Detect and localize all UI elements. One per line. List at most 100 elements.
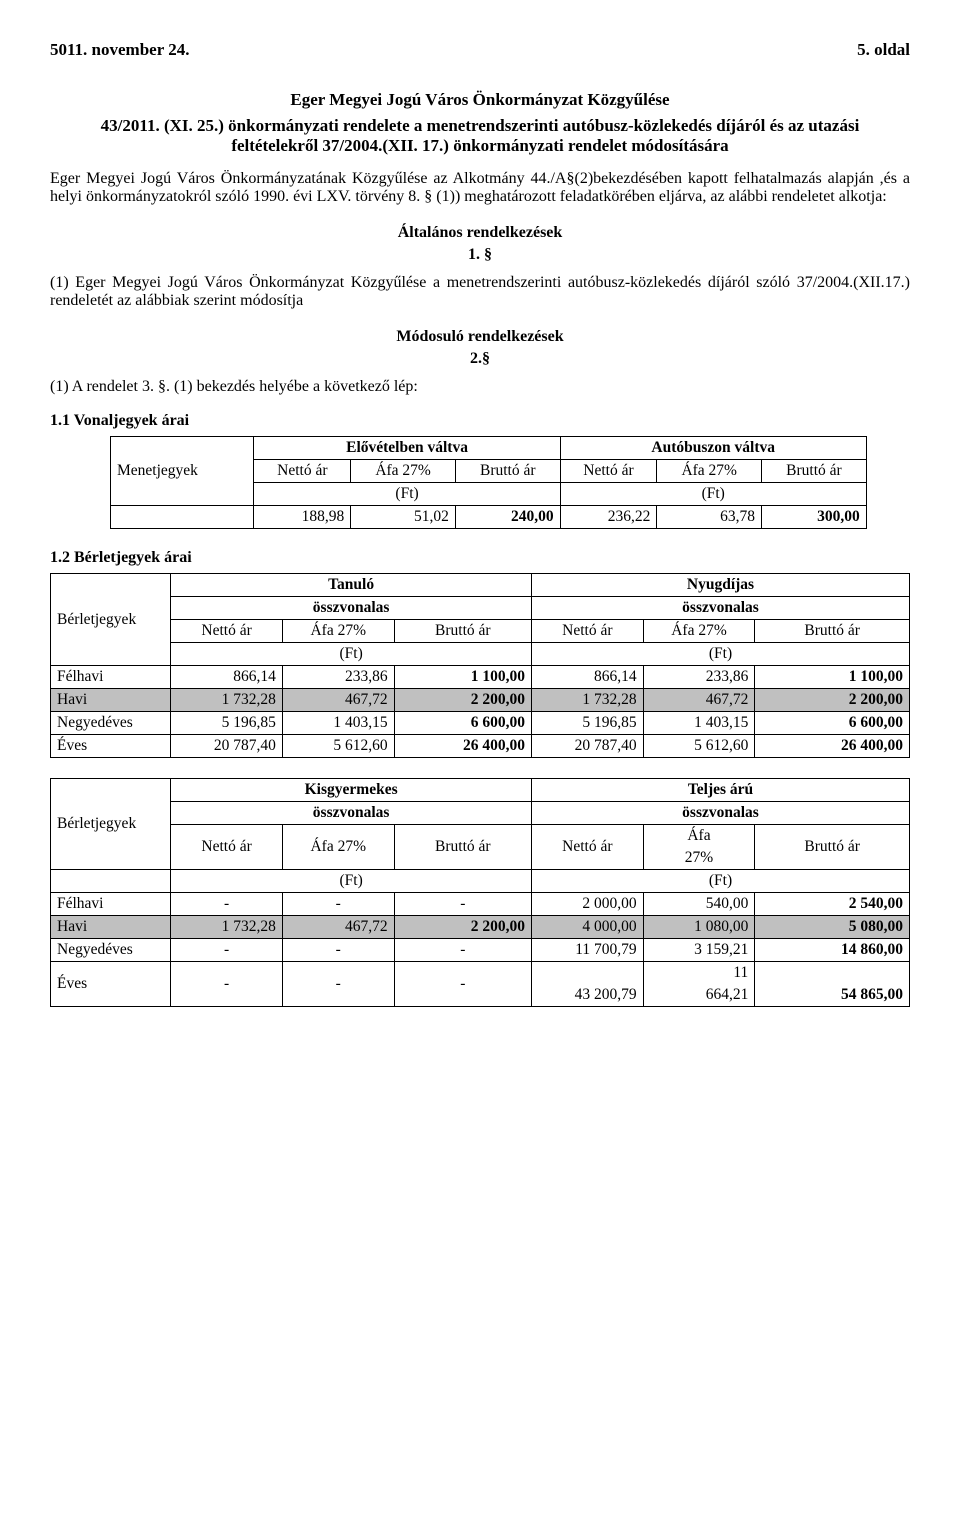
- value-cell: -: [171, 939, 283, 962]
- empty-cell: [111, 506, 254, 529]
- col-header: Nettó ár: [532, 825, 644, 870]
- group-header: Elővételben váltva: [254, 437, 560, 460]
- section-1-number: 1. §: [50, 246, 910, 264]
- table-row: összvonalas összvonalas: [51, 802, 910, 825]
- col-header: Áfa: [643, 825, 755, 848]
- section-2-number: 2.§: [50, 350, 910, 368]
- table-row: Félhavi 866,14 233,86 1 100,00 866,14 23…: [51, 666, 910, 689]
- value-cell: 2 000,00: [532, 893, 644, 916]
- value-cell: 6 600,00: [755, 712, 910, 735]
- value-cell: 1 100,00: [755, 666, 910, 689]
- group-header: Teljes árú: [532, 779, 910, 802]
- value-cell: 240,00: [455, 506, 560, 529]
- period-label: Félhavi: [51, 666, 171, 689]
- table-row: Nettó ár Áfa 27% Bruttó ár Nettó ár Áfa …: [51, 825, 910, 848]
- value-cell: 4 000,00: [532, 916, 644, 939]
- value-cell: 866,14: [171, 666, 283, 689]
- value-cell: 26 400,00: [755, 735, 910, 758]
- value-cell: 1 403,15: [282, 712, 394, 735]
- value-cell: 2 200,00: [755, 689, 910, 712]
- period-label: Havi: [51, 689, 171, 712]
- group-header: Nyugdíjas: [532, 574, 910, 597]
- sub-group-header: összvonalas: [171, 597, 532, 620]
- empty-cell: [51, 870, 171, 893]
- value-cell: 233,86: [643, 666, 755, 689]
- col-header: Bruttó ár: [755, 825, 910, 870]
- regulation-issuer: Eger Megyei Jogú Város Önkormányzat Közg…: [50, 90, 910, 110]
- col-header: Nettó ár: [560, 460, 657, 483]
- table-row: Bérletjegyek Tanuló Nyugdíjas: [51, 574, 910, 597]
- value-cell: 467,72: [282, 689, 394, 712]
- section-1-heading: Általános rendelkezések: [50, 224, 910, 242]
- value-cell: 2 200,00: [394, 916, 531, 939]
- col-header: Bruttó ár: [394, 620, 531, 643]
- value-cell: -: [394, 893, 531, 916]
- table-row: Félhavi - - - 2 000,00 540,00 2 540,00: [51, 893, 910, 916]
- col-header: Nettó ár: [532, 620, 644, 643]
- unit-label: (Ft): [532, 870, 910, 893]
- table-row: Havi 1 732,28 467,72 2 200,00 4 000,00 1…: [51, 916, 910, 939]
- value-cell: -: [394, 962, 531, 1007]
- value-cell: 233,86: [282, 666, 394, 689]
- value-cell: -: [282, 939, 394, 962]
- period-label: Havi: [51, 916, 171, 939]
- value-cell: 5 196,85: [532, 712, 644, 735]
- value-cell: 20 787,40: [532, 735, 644, 758]
- value-cell: 1 100,00: [394, 666, 531, 689]
- value-cell: 2 540,00: [755, 893, 910, 916]
- header-date: 5011. november 24.: [50, 40, 189, 60]
- table-row: Havi 1 732,28 467,72 2 200,00 1 732,28 4…: [51, 689, 910, 712]
- value-cell: -: [282, 962, 394, 1007]
- col-header: Bruttó ár: [394, 825, 531, 870]
- unit-label: (Ft): [560, 483, 866, 506]
- value-cell: 5 196,85: [171, 712, 283, 735]
- col-header: Nettó ár: [171, 620, 283, 643]
- table-row: Éves - - - 43 200,79 11 54 865,00: [51, 962, 910, 985]
- col-header: Nettó ár: [254, 460, 351, 483]
- value-cell: 540,00: [643, 893, 755, 916]
- value-cell: -: [394, 939, 531, 962]
- table-row: Nettó ár Áfa 27% Bruttó ár Nettó ár Áfa …: [51, 620, 910, 643]
- unit-label: (Ft): [171, 870, 532, 893]
- header-page: 5. oldal: [857, 40, 910, 60]
- value-cell: 188,98: [254, 506, 351, 529]
- table-row: Negyedéves - - - 11 700,79 3 159,21 14 8…: [51, 939, 910, 962]
- col-header: Áfa 27%: [643, 620, 755, 643]
- value-cell: 63,78: [657, 506, 762, 529]
- value-cell: 1 732,28: [171, 689, 283, 712]
- row-label: Menetjegyek: [111, 437, 254, 506]
- value-cell: 1 732,28: [171, 916, 283, 939]
- value-cell: 5 080,00: [755, 916, 910, 939]
- table-row: összvonalas összvonalas: [51, 597, 910, 620]
- pass-table-child-full: Bérletjegyek Kisgyermekes Teljes árú öss…: [50, 778, 910, 1007]
- col-header: Bruttó ár: [455, 460, 560, 483]
- pass-table-student-pensioner: Bérletjegyek Tanuló Nyugdíjas összvonala…: [50, 573, 910, 758]
- value-cell: 236,22: [560, 506, 657, 529]
- value-cell: -: [171, 962, 283, 1007]
- value-cell: 300,00: [762, 506, 867, 529]
- row-header: Bérletjegyek: [51, 574, 171, 666]
- table-row: (Ft) (Ft): [51, 870, 910, 893]
- value-cell: 11 700,79: [532, 939, 644, 962]
- value-cell: 1 732,28: [532, 689, 644, 712]
- period-label: Éves: [51, 962, 171, 1007]
- value-cell: 467,72: [643, 689, 755, 712]
- col-header: Áfa 27%: [282, 620, 394, 643]
- table-row: (Ft) (Ft): [51, 643, 910, 666]
- unit-label: (Ft): [532, 643, 910, 666]
- section-1-text: (1) Eger Megyei Jogú Város Önkormányzat …: [50, 274, 910, 310]
- value-cell: 43 200,79: [532, 962, 644, 1007]
- table-row: Menetjegyek Elővételben váltva Autóbuszo…: [111, 437, 867, 460]
- value-cell: 14 860,00: [755, 939, 910, 962]
- value-cell: -: [282, 893, 394, 916]
- value-cell: 2 200,00: [394, 689, 531, 712]
- period-label: Éves: [51, 735, 171, 758]
- group-header: Kisgyermekes: [171, 779, 532, 802]
- period-label: Félhavi: [51, 893, 171, 916]
- value-cell: 20 787,40: [171, 735, 283, 758]
- table-row: Bérletjegyek Kisgyermekes Teljes árú: [51, 779, 910, 802]
- value-cell: 866,14: [532, 666, 644, 689]
- sub-group-header: összvonalas: [532, 802, 910, 825]
- value-cell: 467,72: [282, 916, 394, 939]
- col-header: Bruttó ár: [762, 460, 867, 483]
